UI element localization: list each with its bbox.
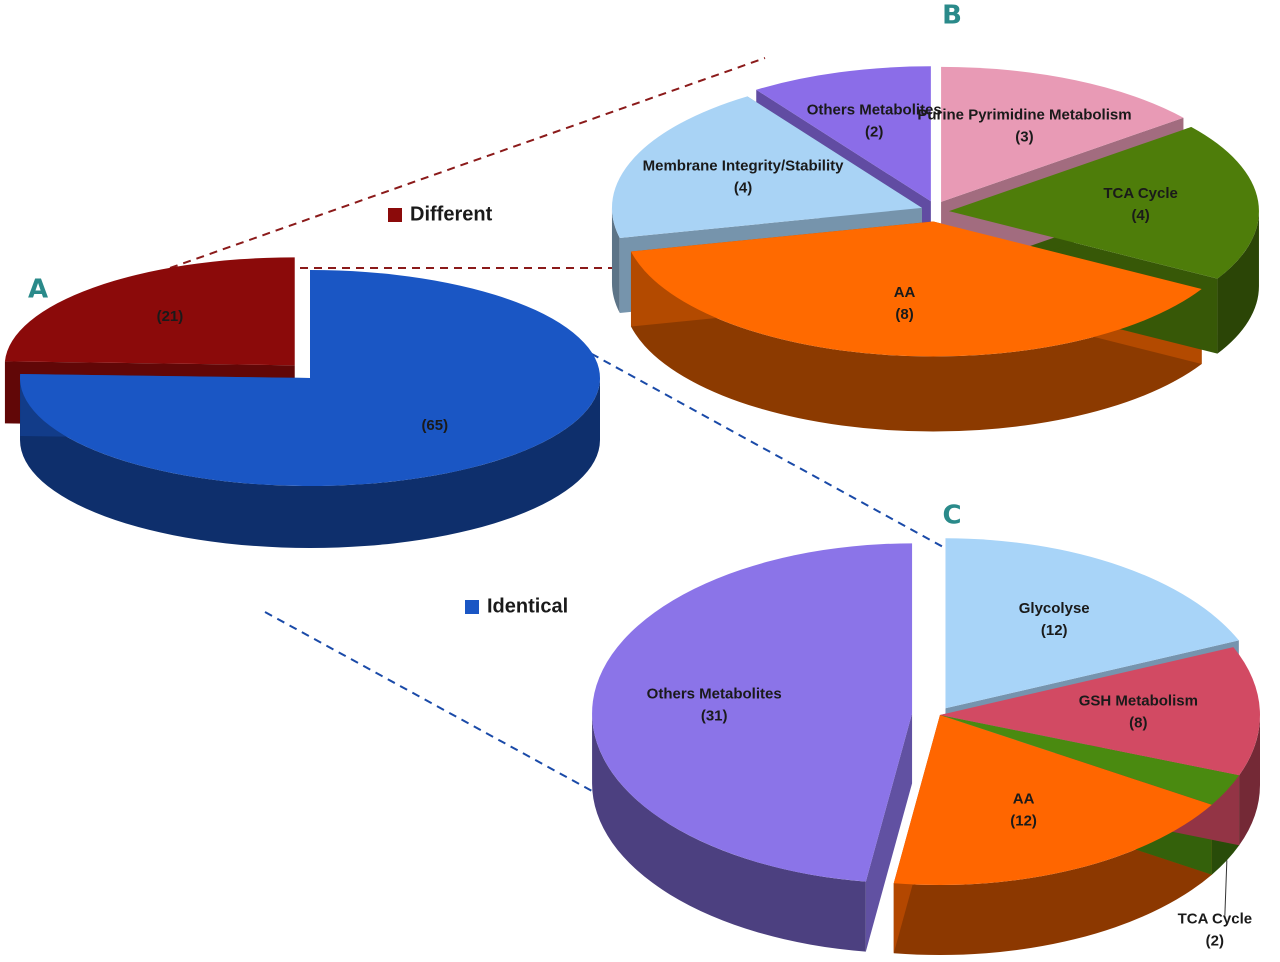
legend-label: Different	[410, 203, 493, 225]
value-label: (4)	[734, 179, 752, 196]
slice-side	[592, 713, 913, 952]
slice-wall	[20, 378, 600, 548]
slice-wall	[592, 713, 866, 952]
pie	[4, 257, 600, 548]
slice	[630, 221, 1202, 357]
leader-line	[1224, 860, 1228, 916]
category-label: Purine Pyrimidine Metabolism	[917, 106, 1131, 123]
category-label: GSH Metabolism	[1079, 692, 1198, 709]
panel-label: A	[28, 275, 48, 305]
slice-wall	[1239, 715, 1260, 846]
value-label: (2)	[865, 123, 883, 140]
slice	[941, 66, 1184, 202]
slice	[893, 715, 1212, 885]
value-label: (8)	[1129, 714, 1147, 731]
legend-swatch	[388, 208, 402, 222]
slice	[756, 66, 931, 202]
value-label: (12)	[1041, 622, 1068, 639]
pie	[611, 66, 1259, 432]
slice	[940, 715, 1240, 805]
slice-cut	[865, 713, 913, 952]
pie	[592, 538, 1260, 955]
value-label: (31)	[701, 708, 728, 725]
slice	[592, 543, 913, 882]
slice	[945, 538, 1239, 709]
slice-wall	[893, 804, 1212, 955]
connectors	[169, 57, 946, 821]
value-label: (4)	[1131, 207, 1149, 224]
category-label: Membrane Integrity/Stability	[643, 157, 845, 174]
category-label: Glycolyse	[1019, 600, 1090, 617]
category-label: AA	[1013, 791, 1035, 808]
value-label: (2)	[1206, 932, 1224, 949]
value-label: (3)	[1015, 128, 1033, 145]
category-label: Others Metabolites	[647, 686, 782, 703]
legend-swatch	[465, 600, 479, 614]
slice	[20, 270, 600, 486]
category-label: TCA Cycle	[1103, 185, 1177, 202]
value-label: (21)	[157, 308, 184, 325]
panel-label: B	[942, 1, 962, 31]
value-label: (12)	[1010, 813, 1037, 830]
slice-wall	[611, 207, 620, 313]
connector	[264, 611, 646, 821]
connector	[169, 57, 766, 269]
slice	[948, 126, 1259, 279]
slice	[940, 647, 1260, 776]
slice	[4, 257, 295, 366]
slice-wall	[630, 251, 1202, 432]
legend-label: Identical	[487, 595, 568, 617]
category-label: Others Metabolites	[807, 101, 942, 118]
category-label: TCA Cycle	[1178, 910, 1252, 927]
connector	[529, 319, 946, 549]
category-label: AA	[894, 284, 916, 301]
value-label: (65)	[421, 417, 448, 434]
slice	[611, 96, 922, 238]
panel-label: C	[942, 501, 961, 531]
slice-wall	[1217, 211, 1259, 354]
value-label: (8)	[895, 306, 913, 323]
